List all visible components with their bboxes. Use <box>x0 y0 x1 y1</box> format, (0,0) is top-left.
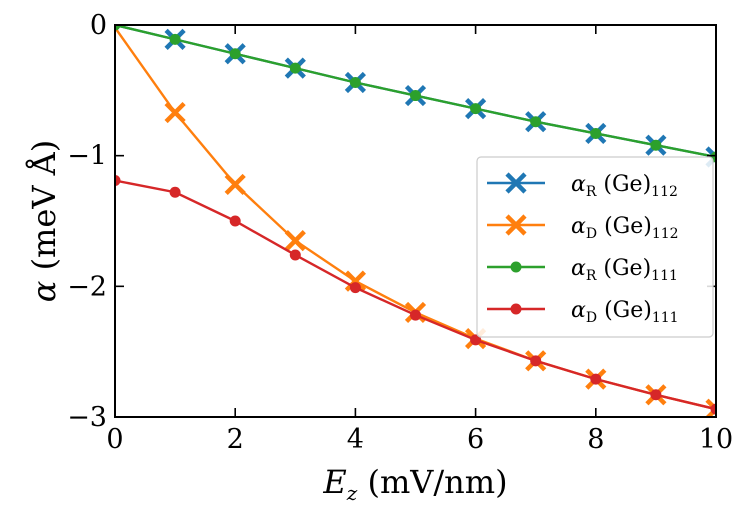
data-point <box>410 309 421 321</box>
data-point <box>349 76 361 88</box>
x-axis-label-subscript: z <box>346 481 358 505</box>
x-tick-label: 6 <box>467 424 484 455</box>
legend-label-part: (Ge) <box>596 256 651 281</box>
y-axis-label: α (meV Å) <box>25 140 63 302</box>
y-tick-label: −1 <box>67 141 107 172</box>
legend-label-part: 112 <box>651 184 678 200</box>
data-point <box>289 62 301 74</box>
legend-label-part: 111 <box>651 268 678 284</box>
data-point <box>229 215 241 227</box>
legend-label: αR (Ge)111 <box>571 256 678 284</box>
plot-frame <box>114 24 717 418</box>
legend-marker <box>505 172 527 194</box>
data-point <box>349 282 361 294</box>
legend-label-part: (Ge) <box>597 214 652 239</box>
data-point <box>710 403 716 415</box>
legend-marker <box>510 261 522 273</box>
y-tick-label: −2 <box>67 271 107 302</box>
data-point <box>650 139 662 151</box>
legend-label-part: 111 <box>652 310 679 326</box>
legend-label-part: α <box>571 298 586 323</box>
legend-label-part: D <box>586 310 597 326</box>
legend-label-part: R <box>586 184 597 200</box>
data-point <box>470 103 482 115</box>
data-point <box>169 33 181 45</box>
legend-box <box>476 156 714 338</box>
data-point <box>650 389 662 401</box>
data-point <box>115 25 121 31</box>
data-point <box>224 173 246 196</box>
data-point <box>530 116 542 128</box>
legend-marker <box>505 214 527 236</box>
x-tick-label: 10 <box>699 424 733 455</box>
data-point <box>410 90 421 102</box>
legend-label-part: R <box>586 268 597 284</box>
y-tick-label: 0 <box>90 10 107 41</box>
x-axis-label-symbol: E <box>322 463 346 501</box>
series-d-ge-111 <box>115 174 716 415</box>
series-layer <box>115 25 716 417</box>
legend-label-part: α <box>571 172 586 197</box>
ticks-layer: 0 2 4 6 8 10 0 −1 −2 −3 <box>67 10 733 455</box>
legend-label-part: α <box>571 256 586 281</box>
legend-item-d-ge-112: αD (Ge)112 <box>487 214 679 242</box>
legend-label: αD (Ge)112 <box>571 214 679 242</box>
data-point <box>115 174 121 186</box>
legend-item-r-ge-112: αR (Ge)112 <box>487 172 678 200</box>
y-axis-label-unit: (meV Å) <box>25 140 63 281</box>
y-tick-label: −3 <box>67 402 107 433</box>
data-point <box>590 373 602 385</box>
y-axis-label-symbol: α <box>25 281 63 303</box>
legend-item-r-ge-111: αR (Ge)111 <box>487 256 678 284</box>
legend-label-part: (Ge) <box>597 298 652 323</box>
x-tick-label: 4 <box>347 424 364 455</box>
legend-item-d-ge-111: αD (Ge)111 <box>487 298 679 326</box>
x-axis-label-unit: (mV/nm) <box>357 463 507 501</box>
legend-label-part: (Ge) <box>596 172 651 197</box>
series-r-ge-111 <box>115 25 716 163</box>
legend-label-part: D <box>586 226 597 242</box>
legend-label: αR (Ge)112 <box>571 172 678 200</box>
x-tick-label: 8 <box>587 424 604 455</box>
data-point <box>344 270 366 292</box>
x-axis-label: Ez (mV/nm) <box>322 463 507 505</box>
x-tick-label: 0 <box>106 424 123 455</box>
data-point <box>530 355 542 367</box>
data-point <box>470 334 482 346</box>
legend-label-part: 112 <box>652 226 679 242</box>
data-point <box>229 48 241 60</box>
legend-label-part: α <box>571 214 586 239</box>
x-tick-label: 2 <box>227 424 244 455</box>
legend-marker <box>510 303 522 315</box>
data-point <box>284 230 306 252</box>
legend-label: αD (Ge)111 <box>571 298 679 326</box>
data-point <box>164 101 186 124</box>
data-point <box>289 249 301 261</box>
data-point <box>169 186 181 198</box>
data-point <box>590 127 602 139</box>
data-point <box>705 398 716 417</box>
